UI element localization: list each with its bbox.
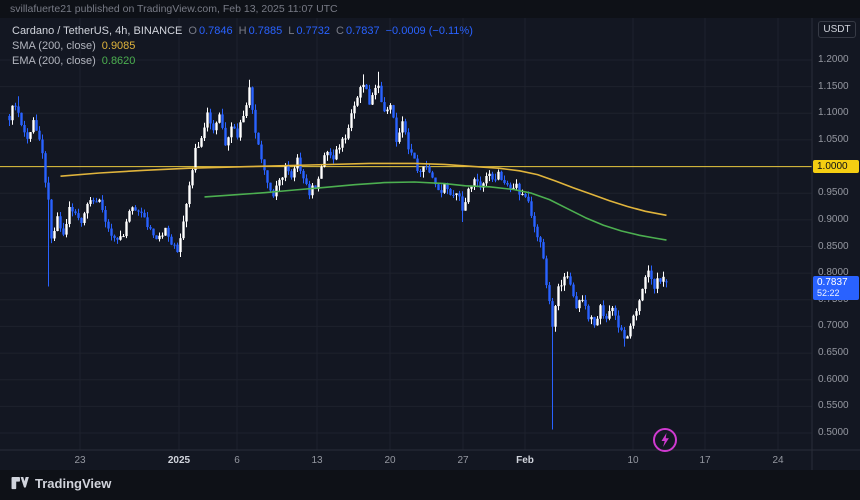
time-tick-label: 6 bbox=[234, 455, 240, 466]
ohlc-key: H bbox=[238, 24, 247, 37]
price-tick-label: 0.5500 bbox=[818, 400, 849, 412]
tradingview-logo-text: TradingView bbox=[35, 476, 112, 491]
price-tick-label: 0.6500 bbox=[818, 347, 849, 359]
sma-value: 0.9085 bbox=[101, 39, 136, 52]
lightning-icon bbox=[653, 428, 677, 452]
ohlc-key: C bbox=[336, 24, 344, 37]
time-tick-label: 20 bbox=[384, 455, 396, 466]
time-tick-label: 10 bbox=[627, 455, 639, 466]
ohlc-value: 0.7837 bbox=[345, 24, 380, 37]
time-tick-label: 24 bbox=[772, 455, 784, 466]
price-tick-label: 0.9500 bbox=[818, 187, 849, 199]
price-tick-label: 1.0500 bbox=[818, 133, 849, 145]
price-axis[interactable]: 1.2000 1.1500 1.1000 1.0500 1.0000 0.9500 0.90… bbox=[812, 0, 860, 470]
candles-layer bbox=[8, 71, 668, 430]
attribution-bar: svillafuerte21 published on TradingView.… bbox=[0, 0, 860, 18]
sma-row[interactable]: SMA (200, close) 0.9085 bbox=[12, 38, 473, 53]
ema-line[interactable] bbox=[204, 181, 667, 241]
ema-row[interactable]: EMA (200, close) 0.8620 bbox=[12, 53, 473, 68]
currency-label[interactable]: USDT bbox=[818, 21, 856, 38]
price-tick-label: 0.6000 bbox=[818, 373, 849, 385]
ohlc-key: O bbox=[188, 24, 197, 37]
tradingview-logo[interactable]: TradingView bbox=[10, 476, 111, 491]
time-tick-label: Feb bbox=[516, 455, 534, 466]
time-tick-label: 27 bbox=[457, 455, 469, 466]
footer-bar: TradingView bbox=[0, 470, 860, 500]
last-price-label[interactable]: 0.7837 52:22 bbox=[813, 275, 859, 300]
change-value: −0.0009 (−0.11%) bbox=[385, 24, 473, 37]
ema-label: EMA (200, close) bbox=[12, 54, 96, 67]
tradingview-logo-icon bbox=[11, 476, 29, 490]
ema-value: 0.8620 bbox=[101, 54, 136, 67]
time-tick-label: 17 bbox=[699, 455, 711, 466]
price-tick-label: 0.7000 bbox=[818, 320, 849, 332]
price-tick-label: 0.5000 bbox=[818, 427, 849, 438]
ohlc-value: 0.7885 bbox=[248, 24, 283, 37]
price-tick-label: 1.1500 bbox=[818, 80, 849, 92]
time-tick-label: 13 bbox=[311, 455, 323, 466]
boost-button[interactable] bbox=[651, 426, 679, 454]
ohlc-value: 0.7846 bbox=[198, 24, 233, 37]
time-axis[interactable]: 23 2025 6 13 20 27 Feb 10 17 24 bbox=[0, 451, 812, 470]
price-tick-label: 0.8000 bbox=[818, 267, 849, 279]
sma-label: SMA (200, close) bbox=[12, 39, 96, 52]
sma-line[interactable] bbox=[60, 162, 667, 217]
price-tick-label: 1.2000 bbox=[818, 54, 849, 65]
ohlc-key: L bbox=[288, 24, 295, 37]
hline-price-label[interactable]: 1.0000 bbox=[813, 159, 859, 173]
price-tick-label: 0.9000 bbox=[818, 213, 849, 225]
price-tick-label: 0.8500 bbox=[818, 240, 849, 252]
time-tick-label: 2025 bbox=[167, 455, 191, 466]
attribution-text: svillafuerte21 published on TradingView.… bbox=[10, 3, 338, 15]
symbol-title: Cardano / TetherUS, 4h, BINANCE bbox=[12, 24, 183, 37]
price-tick-label: 1.1000 bbox=[818, 107, 849, 119]
ohlc-values: O 0.7846 H 0.7885 L 0.7732 C 0.7837 −0.0009 (−0.… bbox=[182, 25, 472, 37]
ohlc-value: 0.7732 bbox=[296, 24, 330, 37]
time-tick-label: 23 bbox=[74, 455, 86, 466]
symbol-row[interactable]: Cardano / TetherUS, 4h, BINANCE O 0.7846 H… bbox=[12, 23, 473, 38]
chart-legend: Cardano / TetherUS, 4h, BINANCE O 0.7846 H… bbox=[12, 23, 473, 68]
